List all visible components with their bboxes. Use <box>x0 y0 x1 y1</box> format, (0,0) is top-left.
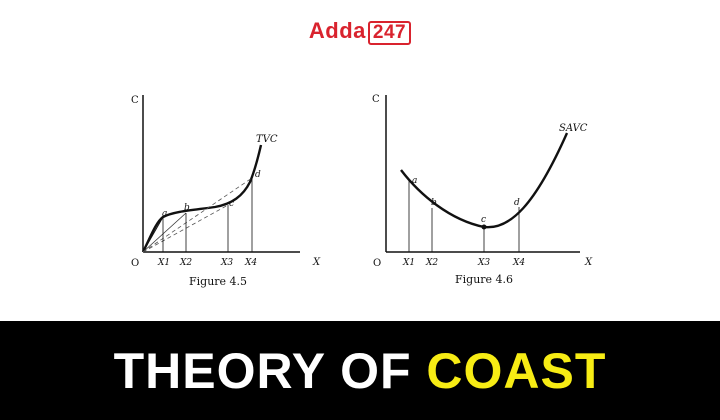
right-point-d: d <box>514 198 520 208</box>
left-x-tick-x4: X4 <box>244 258 257 268</box>
left-origin-label: O <box>131 258 139 269</box>
left-x-tick-x3: X3 <box>220 258 233 268</box>
logo-text: Adda <box>308 18 366 43</box>
left-point-d: d <box>255 170 261 180</box>
right-y-axis-label: C <box>372 94 380 105</box>
left-point-c: c <box>229 199 234 209</box>
ray-od <box>142 177 253 253</box>
right-x-tick-x3: X3 <box>477 258 490 268</box>
banner-title-white: THEORY OF <box>113 342 427 399</box>
right-curve-label: SAVC <box>559 123 588 134</box>
banner-title-yellow: COAST <box>426 342 607 399</box>
cost-curve-figures: C X O a b c d TVC X1 X2 X3 X4 Figure 4.5… <box>131 94 593 288</box>
right-point-b: b <box>431 198 437 208</box>
savc-curve <box>400 132 569 229</box>
right-x-tick-x1: X1 <box>402 258 415 268</box>
left-y-axis-label: C <box>131 95 139 106</box>
figure-savc: C X O a b c d SAVC X1 X2 X3 X4 Figure 4.… <box>372 94 593 286</box>
right-point-a: a <box>412 176 417 186</box>
ray-ob <box>142 212 187 253</box>
banner-title: THEORY OF COAST <box>114 342 607 400</box>
left-x-tick-x1: X1 <box>157 258 170 268</box>
ray-oa <box>142 216 164 253</box>
left-figure-caption: Figure 4.5 <box>189 275 247 288</box>
left-x-tick-x2: X2 <box>179 258 192 268</box>
figure-tvc: C X O a b c d TVC X1 X2 X3 X4 Figure 4.5 <box>131 95 321 288</box>
left-x-axis-label: X <box>312 257 321 268</box>
left-point-b: b <box>184 203 190 213</box>
left-point-a: a <box>162 209 167 219</box>
right-x-tick-x4: X4 <box>512 258 525 268</box>
ray-oc <box>142 204 229 253</box>
right-origin-label: O <box>373 258 381 269</box>
right-x-axis-label: X <box>584 257 593 268</box>
adda247-logo: Adda 247 <box>0 18 720 45</box>
right-figure-caption: Figure 4.6 <box>455 273 513 286</box>
right-point-c: c <box>481 215 486 225</box>
tvc-curve <box>141 144 263 253</box>
left-curve-label: TVC <box>256 134 278 145</box>
title-banner: THEORY OF COAST <box>0 321 720 420</box>
logo-number: 247 <box>367 21 412 45</box>
right-x-tick-x2: X2 <box>425 258 438 268</box>
